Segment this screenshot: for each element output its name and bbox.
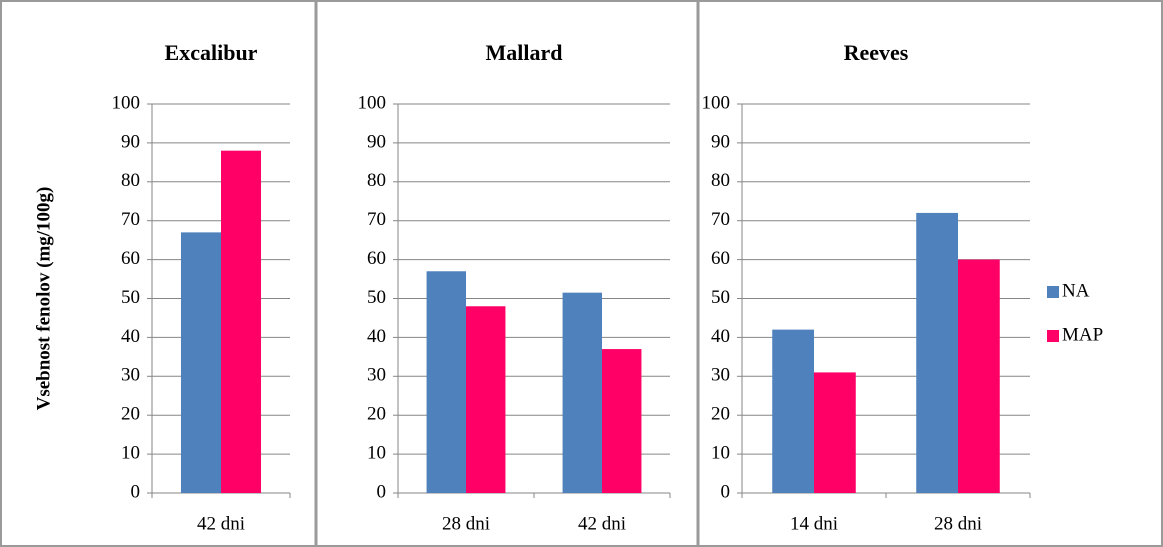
bar [814,372,856,493]
y-tick-label: 70 [367,209,386,230]
y-tick-label: 20 [711,404,730,425]
y-tick-label: 70 [711,209,730,230]
y-tick-label: 80 [121,170,140,191]
x-tick-label: 28 dni [934,513,982,534]
y-tick-label: 100 [358,92,387,113]
bar [772,329,814,493]
legend-label: NA [1062,280,1090,301]
bar [602,349,642,493]
y-tick-label: 40 [711,326,730,347]
x-tick-label: 28 dni [442,513,490,534]
y-tick-label: 0 [721,481,731,502]
x-tick-label: 14 dni [790,513,838,534]
y-tick-label: 20 [121,404,140,425]
chart-title: Mallard [486,40,563,65]
y-tick-label: 50 [711,287,730,308]
bar [180,232,221,493]
y-tick-label: 10 [367,442,386,463]
y-tick-label: 10 [121,442,140,463]
chart-title: Excalibur [165,40,258,65]
y-tick-label: 90 [711,131,730,152]
y-tick-label: 80 [367,170,386,191]
y-tick-label: 30 [367,365,386,386]
y-tick-label: 80 [711,170,730,191]
y-tick-label: 50 [367,287,386,308]
y-tick-label: 60 [121,248,140,269]
legend-label: MAP [1062,324,1103,345]
y-tick-label: 90 [367,131,386,152]
bar [221,150,262,493]
y-tick-label: 40 [367,326,386,347]
chart-title: Reeves [844,40,909,65]
y-tick-label: 70 [121,209,140,230]
y-tick-label: 100 [702,92,731,113]
y-tick-label: 0 [377,481,387,502]
y-tick-label: 10 [711,442,730,463]
y-axis-label: Vsebnost fenolov (mg/100g) [33,187,54,411]
bar [958,259,1000,493]
y-tick-label: 20 [367,404,386,425]
bar [916,212,958,494]
y-tick-label: 60 [367,248,386,269]
x-tick-label: 42 dni [197,513,245,534]
y-tick-label: 50 [121,287,140,308]
bar [426,271,466,493]
y-tick-label: 100 [112,92,141,113]
y-tick-label: 30 [711,365,730,386]
y-tick-label: 90 [121,131,140,152]
bar [466,306,506,493]
y-tick-label: 0 [131,481,141,502]
y-tick-label: 40 [121,326,140,347]
legend-swatch [1047,286,1059,298]
bar [562,292,602,493]
x-tick-label: 42 dni [578,513,626,534]
y-tick-label: 60 [711,248,730,269]
legend-swatch [1047,330,1059,342]
y-tick-label: 30 [121,365,140,386]
